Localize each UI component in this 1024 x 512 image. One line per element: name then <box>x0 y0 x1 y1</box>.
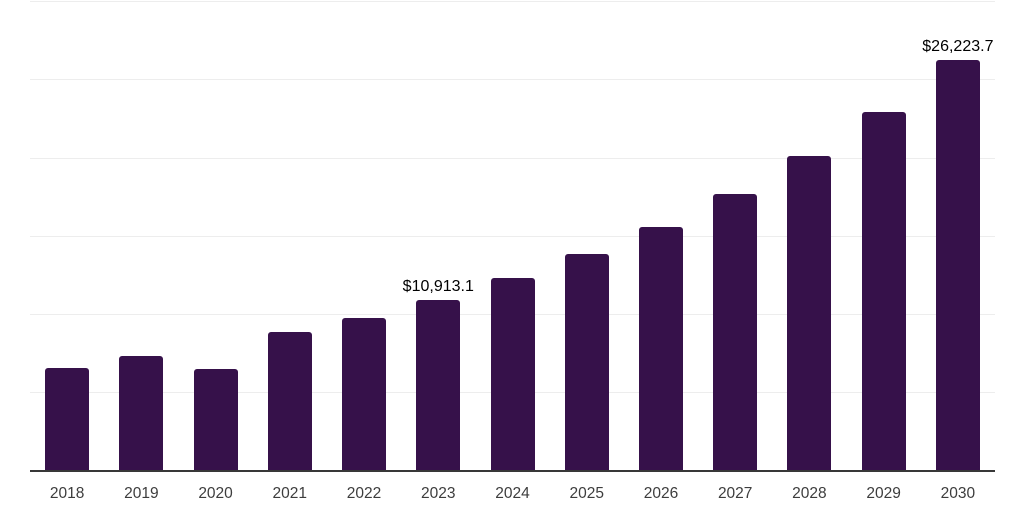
x-tick-label-2026: 2026 <box>643 485 679 502</box>
bar-2027[interactable] <box>713 193 758 471</box>
x-tick-label-2019: 2019 <box>124 485 159 502</box>
x-tick-label-2028: 2028 <box>792 485 827 502</box>
x-tick-label-2020: 2020 <box>198 485 233 502</box>
x-tick-label-2024: 2024 <box>495 485 530 502</box>
bar-2019[interactable] <box>119 355 164 471</box>
data-label-2030: $26,223.7 <box>922 38 994 56</box>
bar-2025[interactable] <box>564 253 609 471</box>
x-tick-label-2018: 2018 <box>49 485 85 502</box>
bar-2029[interactable] <box>861 112 906 471</box>
x-tick-label-2025: 2025 <box>569 485 604 502</box>
bar-2022[interactable] <box>342 317 387 471</box>
bar-2028[interactable] <box>787 156 832 471</box>
bar-2026[interactable] <box>638 227 683 471</box>
bar-2023[interactable] <box>416 299 461 471</box>
gridline <box>30 157 995 159</box>
x-axis-line <box>30 469 995 472</box>
x-tick-label-2030: 2030 <box>940 485 976 502</box>
x-tick-label-2022: 2022 <box>346 485 382 502</box>
x-tick-label-2023: 2023 <box>421 485 456 502</box>
bar-2020[interactable] <box>193 368 238 471</box>
data-label-2023: $10,913.1 <box>402 277 474 295</box>
x-tick-label-2021: 2021 <box>272 485 308 502</box>
bar-2024[interactable] <box>490 277 535 471</box>
x-tick-label-2027: 2027 <box>717 485 753 502</box>
x-tick-label-2029: 2029 <box>866 485 901 502</box>
bar-2021[interactable] <box>267 332 312 471</box>
gridline <box>30 1 995 2</box>
gridline <box>30 79 995 81</box>
bar-2018[interactable] <box>45 367 90 471</box>
gridline <box>30 235 995 237</box>
bar-2030[interactable] <box>935 60 980 471</box>
